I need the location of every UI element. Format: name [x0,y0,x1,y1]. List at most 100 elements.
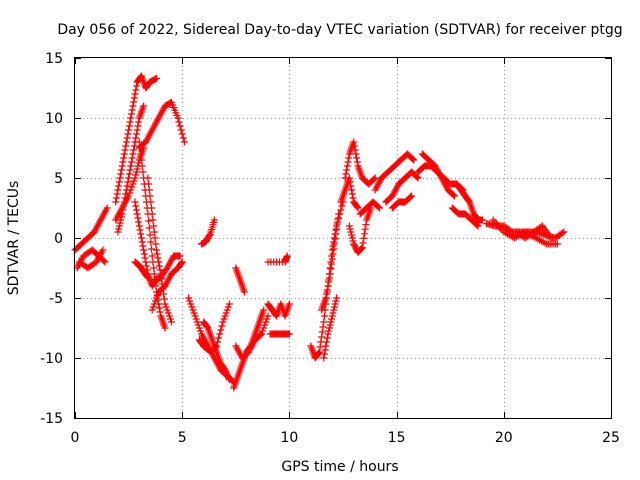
data-point [125,126,133,134]
x-tick-label: 5 [178,430,187,446]
series-track-descent-18b [448,204,482,230]
y-tick-label: -5 [49,291,63,307]
data-point [147,245,155,253]
data-point [331,300,339,308]
data-point [478,216,486,224]
series-track-trough-lower [148,258,186,314]
data-point [333,225,341,233]
data-point [195,324,203,332]
data-point [99,246,107,254]
data-point [113,190,121,198]
data-point [149,303,157,311]
data-point [348,186,356,194]
data-point [351,146,359,154]
data-point [180,138,188,146]
data-point [338,202,346,210]
series-track-right-hump-c [388,192,416,212]
series-track-valley-7-8b [232,312,272,362]
data-point [322,342,330,350]
series-track-valley-7-8 [230,306,268,392]
data-point [144,274,152,282]
data-point [132,206,140,214]
data-point [128,183,136,191]
data-point [139,168,147,176]
data-point [151,234,159,242]
data-point [315,349,323,357]
x-tick-label: 25 [602,430,620,446]
data-point [132,86,140,94]
plot-frame [74,57,612,419]
data-point [115,222,123,230]
data-point [130,98,138,106]
data-point [160,295,168,303]
data-point [333,294,341,302]
data-point [354,204,362,212]
data-point [223,371,231,379]
data-point [187,300,195,308]
data-point [119,158,127,166]
data-point [121,146,129,154]
data-point [262,318,270,326]
data-point [154,291,162,299]
data-point [185,294,193,302]
data-point [131,174,139,182]
data-point [210,216,218,224]
series-track-peak-13 [341,138,379,188]
data-point [214,338,222,346]
data-point [129,102,137,110]
data-point [150,222,158,230]
data-point [449,191,457,199]
data-point [327,265,335,273]
data-point [349,237,357,245]
data-point [115,225,123,233]
data-point [163,306,171,314]
data-point [205,232,213,240]
data-point [330,240,338,248]
series-track-rise-11c [320,294,341,362]
data-point [342,170,350,178]
data-point [264,312,272,320]
data-point [334,215,342,223]
data-point [325,327,333,335]
series-track-early-low-c [75,246,107,272]
data-point [142,258,150,266]
data-point [375,204,383,212]
data-point [353,154,361,162]
data-point [133,165,141,173]
data-point [370,175,378,183]
data-point [221,312,229,320]
series-track-rise-11b [318,210,343,314]
data-point [222,309,230,317]
data-point [133,126,141,134]
data-point [335,210,343,218]
data-point [323,290,331,298]
y-tick-label: -15 [40,411,63,427]
data-point [465,197,473,205]
data-point [329,250,337,258]
data-point [140,102,148,110]
data-point [152,240,160,248]
series-track-peak-13b [337,174,362,212]
data-point [148,306,156,314]
data-point [128,154,136,162]
data-point [138,162,146,170]
data-point [135,218,143,226]
data-point [330,234,338,242]
series-track-mid-branch [112,144,148,224]
x-tick-label: 0 [71,430,80,446]
data-point [127,110,135,118]
data-point [348,231,356,239]
data-point [178,258,186,266]
data-point [327,318,335,326]
data-point [343,166,351,174]
data-point [330,303,338,311]
data-point [147,204,155,212]
y-tick-label: -10 [40,351,63,367]
data-point [116,219,124,227]
data-point [558,229,566,237]
data-point [358,244,366,252]
data-point [131,90,139,98]
data-point [161,324,169,332]
data-point [125,192,133,200]
data-point [150,300,158,308]
